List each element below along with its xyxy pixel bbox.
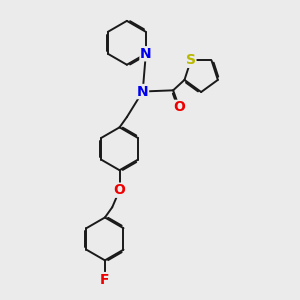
Text: N: N	[140, 47, 152, 61]
Text: S: S	[186, 53, 196, 67]
Text: O: O	[114, 183, 125, 197]
Text: F: F	[100, 273, 110, 286]
Text: O: O	[173, 100, 185, 114]
Text: N: N	[137, 85, 148, 98]
